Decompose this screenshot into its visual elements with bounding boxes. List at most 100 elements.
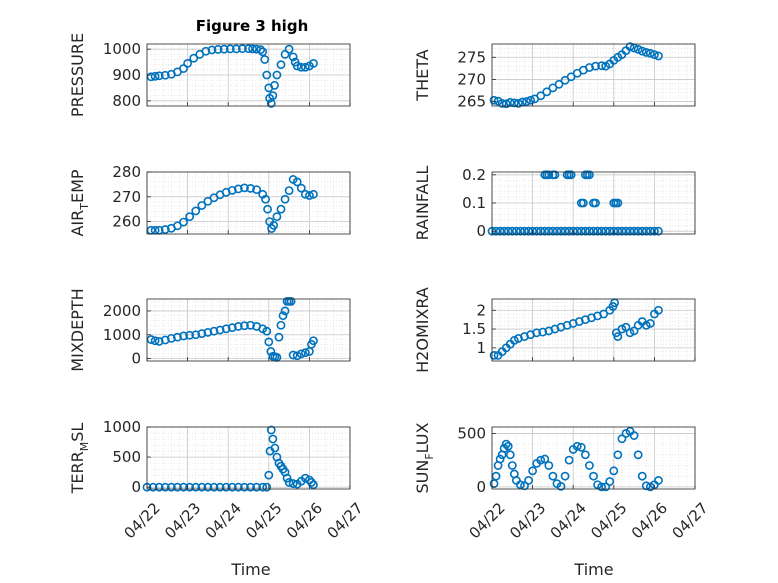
- axes-box: [491, 298, 696, 362]
- data-point: [617, 226, 627, 236]
- data-point: [288, 350, 298, 360]
- y-tick-label: 270: [457, 70, 486, 88]
- data-point: [629, 431, 639, 440]
- data-point: [591, 198, 600, 208]
- data-point: [201, 46, 211, 56]
- data-point: [576, 442, 586, 452]
- data-point: [209, 482, 219, 492]
- data-point: [564, 226, 574, 236]
- data-point: [505, 450, 515, 460]
- y-tick-label: 500: [112, 448, 141, 466]
- data-point: [560, 471, 570, 481]
- data-point: [256, 45, 266, 55]
- data-point: [645, 319, 655, 328]
- y-tick-label: 1000: [103, 418, 141, 436]
- data-point: [585, 63, 594, 72]
- data-point: [591, 61, 600, 71]
- data-point: [520, 226, 529, 236]
- data-point: [540, 454, 550, 464]
- y-tick-label: 265: [457, 93, 486, 111]
- data-point: [179, 331, 188, 341]
- data-point: [284, 44, 294, 54]
- data-point: [296, 62, 306, 72]
- data-point: [280, 306, 290, 316]
- data-point: [552, 226, 562, 236]
- data-point: [233, 184, 243, 194]
- data-point: [645, 48, 655, 58]
- data-point: [173, 482, 182, 492]
- x-tick-label: 04/25: [242, 499, 285, 542]
- data-point: [286, 296, 296, 306]
- y-tick-label: 0.2: [462, 166, 486, 184]
- data-point: [233, 322, 243, 331]
- data-point: [309, 480, 318, 490]
- data-point: [240, 482, 249, 492]
- data-point: [219, 44, 229, 54]
- data-point: [578, 198, 588, 208]
- data-point: [621, 226, 631, 236]
- data-point: [589, 471, 598, 481]
- data-point: [601, 482, 611, 492]
- data-series: [146, 175, 318, 235]
- data-point: [554, 79, 564, 89]
- data-point: [576, 226, 586, 236]
- y-tick-label: 2: [476, 301, 486, 319]
- data-point: [566, 170, 576, 180]
- data-point: [609, 466, 619, 476]
- data-point: [276, 320, 286, 330]
- data-point: [528, 466, 537, 476]
- data-point: [503, 226, 513, 236]
- subplot-rainfall: 0 0.1 0.2 RAINFALL: [413, 166, 696, 240]
- y-axis-label: PRESSURE: [68, 33, 87, 117]
- data-point: [233, 482, 243, 492]
- x-tick-label: 04/25: [587, 499, 630, 542]
- y-tick-label: 280: [112, 163, 141, 181]
- data-point: [617, 434, 627, 444]
- data-point: [215, 325, 225, 335]
- data-point: [309, 58, 318, 68]
- data-point: [597, 61, 607, 71]
- y-axis-label: SUNFLUX: [413, 422, 436, 493]
- data-point: [154, 482, 164, 492]
- data-point: [585, 170, 594, 180]
- data-point: [621, 322, 631, 332]
- data-point: [231, 44, 241, 54]
- data-point: [501, 439, 511, 449]
- data-point: [605, 226, 615, 236]
- y-tick-label: 1000: [103, 40, 141, 58]
- data-point: [185, 330, 195, 340]
- data-point: [270, 443, 280, 453]
- data-point: [507, 226, 517, 236]
- data-point: [309, 189, 318, 199]
- data-point: [489, 350, 499, 360]
- data-point: [264, 470, 274, 480]
- data-point: [495, 226, 505, 236]
- data-point: [258, 47, 268, 57]
- x-tick-label: 04/22: [465, 499, 508, 542]
- data-point: [511, 226, 521, 236]
- data-point: [262, 326, 272, 336]
- data-point: [524, 476, 533, 485]
- x-tick-label: 04/23: [506, 499, 549, 542]
- data-point: [589, 226, 598, 236]
- data-point: [258, 482, 268, 492]
- x-tick-label: 04/24: [202, 499, 245, 542]
- figure-title: Figure 3 high: [196, 17, 309, 35]
- data-point: [197, 329, 207, 338]
- data-point: [544, 226, 554, 236]
- data-point: [288, 479, 298, 488]
- subplot-theta: 265 270 275 THETA: [413, 42, 696, 111]
- data-point: [637, 226, 647, 236]
- data-point: [625, 328, 635, 338]
- data-point: [650, 226, 659, 236]
- data-point: [215, 482, 225, 492]
- data-point: [166, 333, 176, 343]
- data-point: [613, 450, 623, 460]
- data-point: [296, 349, 306, 359]
- data-point: [609, 226, 619, 236]
- data-point: [244, 44, 253, 54]
- y-axis-label: THETA: [413, 49, 432, 101]
- data-point: [524, 226, 533, 236]
- data-point: [580, 226, 590, 236]
- data-point: [538, 327, 548, 337]
